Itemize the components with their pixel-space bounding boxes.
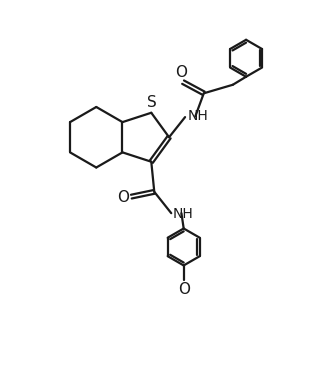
Text: NH: NH xyxy=(172,207,193,221)
Text: O: O xyxy=(117,190,129,205)
Text: S: S xyxy=(147,95,156,110)
Text: O: O xyxy=(175,64,188,80)
Text: O: O xyxy=(178,282,190,297)
Text: NH: NH xyxy=(187,109,208,123)
